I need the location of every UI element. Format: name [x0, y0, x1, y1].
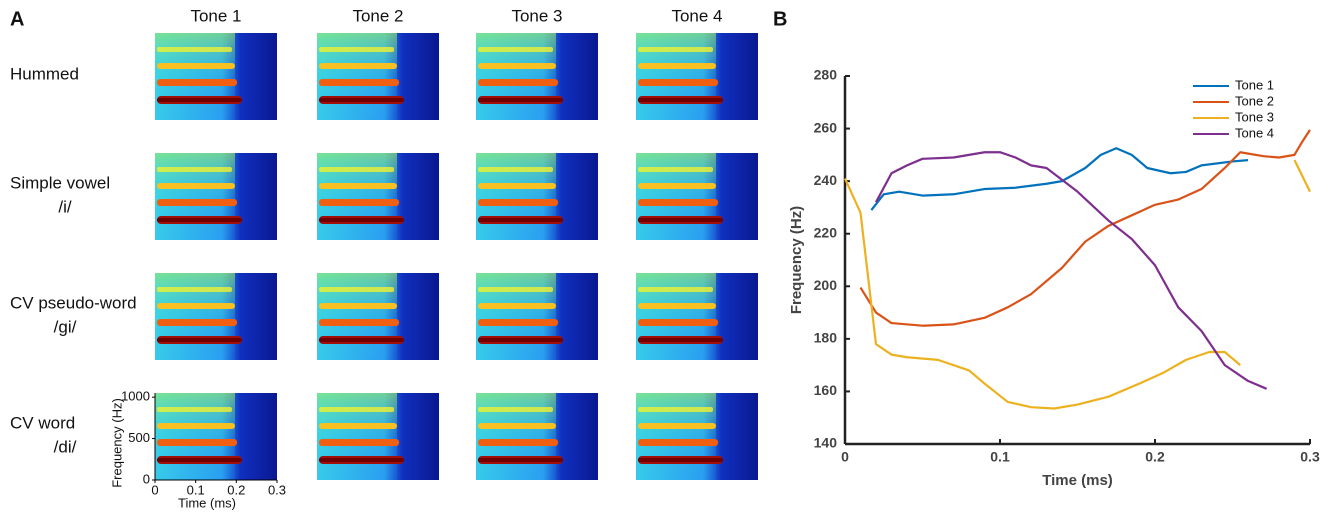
y-tick-label: 220 [814, 224, 838, 240]
legend-label: Tone 4 [1235, 125, 1274, 140]
y-tick-label: 140 [814, 435, 838, 451]
spectrogram [636, 273, 758, 360]
row-label: /di/ [54, 437, 77, 456]
line [843, 159, 1311, 410]
column-label: Tone 3 [511, 6, 562, 25]
spectrogram [476, 393, 598, 480]
column-label: Tone 2 [352, 6, 403, 25]
spectrogram [636, 33, 758, 120]
y-tick-label: 260 [814, 119, 838, 135]
spectrogram [476, 33, 598, 120]
y-tick-label: 160 [814, 382, 838, 398]
row-label: Simple vowel [10, 173, 110, 192]
spectrogram [476, 153, 598, 240]
y-axis-label: Frequency (Hz) [788, 206, 805, 314]
x-tick-label: 0.3 [268, 482, 286, 497]
spectrogram [317, 393, 439, 480]
y-tick-label: 280 [814, 67, 838, 83]
column-label: Tone 1 [190, 6, 241, 25]
y-tick-label: 1000 [121, 389, 150, 404]
spectrogram [155, 33, 277, 120]
spectrogram [155, 393, 277, 480]
y-tick-label: 180 [814, 330, 838, 346]
line [870, 147, 1249, 211]
x-tick-label: 0.2 [227, 482, 245, 497]
spectrogram [317, 33, 439, 120]
x-axis-label: Time (ms) [1042, 472, 1113, 489]
spectrogram [317, 273, 439, 360]
x-tick-label: 0.1 [187, 482, 205, 497]
x-axis-label: Time (ms) [178, 495, 236, 510]
row-label: Hummed [10, 64, 79, 83]
y-tick-label: 500 [128, 430, 150, 445]
legend-label: Tone 2 [1235, 93, 1274, 108]
y-axis-label: Frequency (Hz) [109, 398, 124, 488]
x-tick-label: 0 [151, 482, 158, 497]
x-tick-label: 0.1 [990, 449, 1010, 465]
spectrogram [155, 273, 277, 360]
x-tick-label: 0 [841, 449, 849, 465]
spectrogram [317, 153, 439, 240]
y-tick-label: 240 [814, 172, 838, 188]
line [859, 129, 1311, 327]
spectrogram [476, 273, 598, 360]
panel-b: B 140 160 180 200 220 240 260 280 0 0.1 0.2 0.3 Frequ… [773, 8, 1320, 489]
row-label: /i/ [58, 197, 72, 216]
spectrogram [636, 393, 758, 480]
line [875, 151, 1268, 390]
spectrogram [155, 153, 277, 240]
y-tick-label: 200 [814, 277, 838, 293]
panel-label: A [10, 8, 24, 30]
x-tick-label: 0.2 [1145, 449, 1165, 465]
row-label: CV word [10, 413, 75, 432]
column-label: Tone 4 [671, 6, 722, 25]
panel-a: A Tone 1 Tone 2 Tone 3 Tone 4 Hummed Simple vo… [10, 6, 758, 510]
row-label: CV pseudo-word [10, 293, 137, 312]
legend-label: Tone 1 [1235, 77, 1274, 92]
row-label: /gi/ [54, 317, 77, 336]
y-tick-label: 0 [143, 471, 150, 486]
x-tick-label: 0.3 [1300, 449, 1320, 465]
panel-label: B [773, 8, 787, 30]
spectrogram [636, 153, 758, 240]
legend-label: Tone 3 [1235, 109, 1274, 124]
